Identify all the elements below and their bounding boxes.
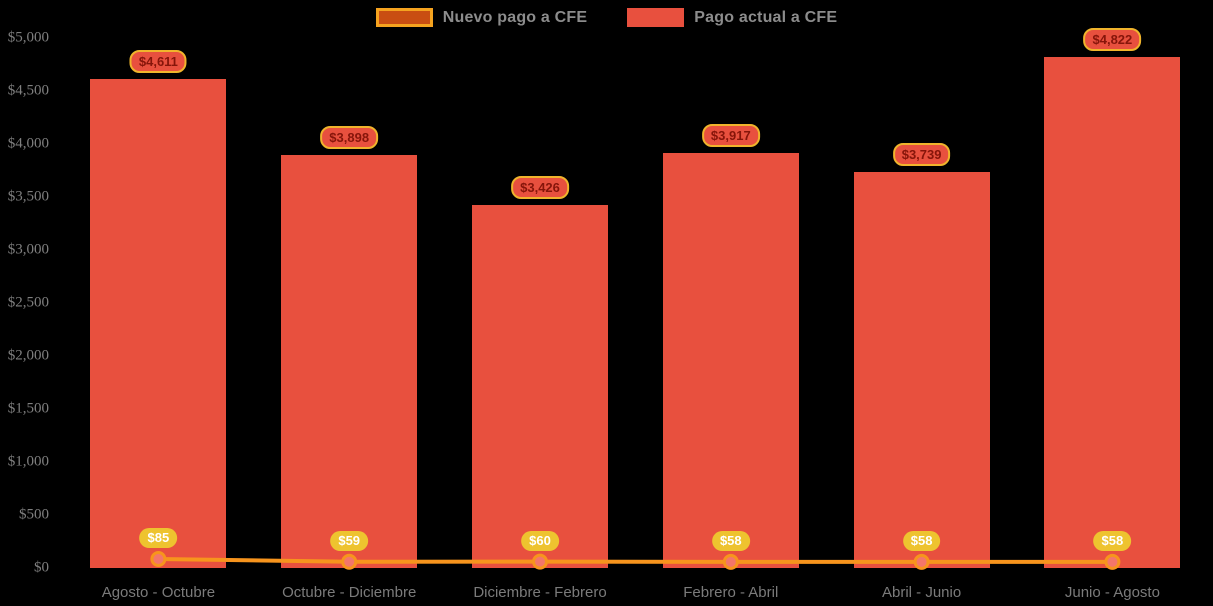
- legend-swatch-line-series: [375, 8, 433, 27]
- line-point-marker[interactable]: [532, 553, 548, 570]
- legend-item-nuevo-pago[interactable]: Nuevo pago a CFE: [375, 8, 588, 27]
- y-axis-tick-label: $3,500: [7, 188, 49, 205]
- y-axis-tick-label: $4,000: [7, 135, 49, 152]
- y-axis-tick-label: $2,500: [7, 294, 49, 311]
- bar-value-label: $3,426: [511, 175, 569, 199]
- y-axis-tick-label: $0: [34, 559, 49, 576]
- bar-value-label: $4,611: [129, 50, 187, 74]
- y-axis-tick-label: $1,000: [7, 453, 49, 470]
- bar-pago-actual[interactable]: [90, 79, 227, 568]
- bar-pago-actual[interactable]: [472, 204, 608, 568]
- y-axis-tick-label: $2,000: [7, 347, 49, 364]
- line-value-label: $85: [139, 527, 178, 548]
- line-value-label: $60: [521, 530, 559, 551]
- y-axis-tick-label: $5,000: [7, 29, 49, 46]
- chart-legend: Nuevo pago a CFE Pago actual a CFE: [0, 8, 1213, 27]
- line-point-marker[interactable]: [722, 553, 739, 570]
- y-axis-tick-label: $3,000: [7, 241, 49, 258]
- x-axis-category-label: Junio - Agosto: [1064, 584, 1160, 601]
- x-axis-category-label: Agosto - Octubre: [101, 584, 216, 601]
- x-axis-category-label: Diciembre - Febrero: [473, 584, 607, 601]
- line-point-marker[interactable]: [150, 550, 167, 567]
- bar-value-label: $3,739: [892, 142, 951, 166]
- legend-swatch-bar-series: [627, 8, 685, 27]
- x-axis-category-label: Octubre - Diciembre: [282, 584, 417, 601]
- legend-label-pago-actual: Pago actual a CFE: [694, 8, 838, 26]
- legend-label-nuevo-pago: Nuevo pago a CFE: [442, 8, 588, 26]
- bar-pago-actual[interactable]: [853, 171, 990, 568]
- y-axis-tick-label: $1,500: [7, 400, 49, 417]
- bar-value-label: $4,822: [1083, 27, 1142, 51]
- line-value-label: $58: [711, 530, 750, 551]
- line-value-label: $59: [330, 530, 369, 551]
- line-value-label: $58: [902, 530, 941, 551]
- legend-item-pago-actual[interactable]: Pago actual a CFE: [627, 8, 837, 27]
- line-point-marker[interactable]: [1104, 553, 1121, 570]
- bar-value-label: $3,917: [701, 123, 760, 147]
- line-point-marker[interactable]: [913, 553, 930, 570]
- bar-pago-actual[interactable]: [281, 154, 418, 568]
- line-point-marker[interactable]: [341, 553, 358, 570]
- bar-pago-actual[interactable]: [1044, 56, 1181, 568]
- x-axis-category-label: Febrero - Abril: [683, 584, 779, 601]
- bar-pago-actual[interactable]: [662, 152, 799, 568]
- x-axis-category-label: Abril - Junio: [881, 584, 962, 601]
- bar-value-label: $3,898: [320, 125, 379, 149]
- line-value-label: $58: [1093, 530, 1132, 551]
- y-axis-tick-label: $4,500: [7, 82, 49, 99]
- y-axis-tick-label: $500: [19, 506, 49, 523]
